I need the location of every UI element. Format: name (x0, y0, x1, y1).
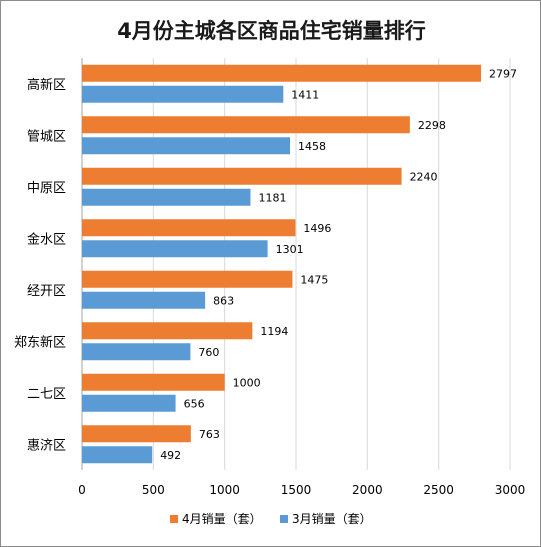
data-label: 1411 (291, 88, 319, 101)
bar-mar-6 (82, 394, 176, 412)
category-label: 高新区 (27, 77, 66, 93)
x-tick-label: 2500 (423, 483, 454, 497)
bar-mar-3 (82, 240, 268, 258)
data-label: 1000 (233, 376, 261, 389)
legend: 4月销量（套） 3月销量（套） (170, 512, 372, 526)
data-label: 2797 (489, 67, 517, 80)
bars (82, 64, 482, 464)
category-label: 二七区 (27, 387, 66, 402)
bar-mar-2 (82, 188, 251, 206)
x-tick-label: 3000 (495, 483, 526, 497)
x-tick-label: 1500 (281, 483, 312, 497)
category-label: 郑东新区 (14, 334, 66, 350)
bar-mar-4 (82, 291, 206, 309)
data-label: 2298 (418, 119, 446, 132)
data-label: 1194 (260, 325, 288, 338)
data-label: 863 (213, 294, 234, 307)
bar-apr-7 (82, 425, 191, 443)
data-label: 1475 (300, 273, 328, 286)
bar-mar-5 (82, 343, 191, 361)
chart-title: 4月份主城各区商品住宅销量排行 (117, 19, 426, 43)
x-tick-label: 500 (142, 483, 165, 497)
data-label: 492 (160, 449, 181, 462)
bar-apr-1 (82, 116, 410, 134)
x-tick-label: 1000 (209, 483, 240, 497)
bar-apr-5 (82, 322, 253, 340)
bar-apr-4 (82, 270, 293, 288)
legend-swatch-1 (280, 515, 288, 523)
data-label: 1496 (303, 222, 331, 235)
category-label: 中原区 (27, 181, 66, 196)
data-label: 760 (198, 346, 219, 359)
bar-mar-0 (82, 85, 284, 103)
bar-apr-0 (82, 64, 482, 82)
x-tick-label: 2000 (352, 483, 383, 497)
category-label: 惠济区 (27, 438, 66, 453)
data-label: 763 (199, 428, 220, 441)
bar-apr-6 (82, 373, 225, 391)
legend-label-0: 4月销量（套） (182, 512, 262, 526)
data-label: 656 (184, 397, 205, 410)
data-label: 2240 (410, 170, 438, 183)
legend-swatch-0 (170, 515, 178, 523)
category-label: 金水区 (27, 231, 66, 247)
data-label: 1181 (258, 191, 286, 204)
bar-mar-7 (82, 446, 153, 464)
category-label: 经开区 (27, 284, 66, 299)
data-label: 1301 (276, 243, 304, 256)
legend-label-1: 3月销量（套） (292, 512, 372, 526)
x-tick-label: 0 (78, 483, 86, 497)
bar-apr-2 (82, 167, 402, 185)
bar-mar-1 (82, 137, 291, 155)
labels: 0 500 1000 1500 2000 2500 3000 高新区 2797 1411 管城区 22… (14, 67, 525, 497)
category-label: 管城区 (27, 129, 66, 144)
bar-apr-3 (82, 219, 296, 237)
data-label: 1458 (298, 140, 326, 153)
